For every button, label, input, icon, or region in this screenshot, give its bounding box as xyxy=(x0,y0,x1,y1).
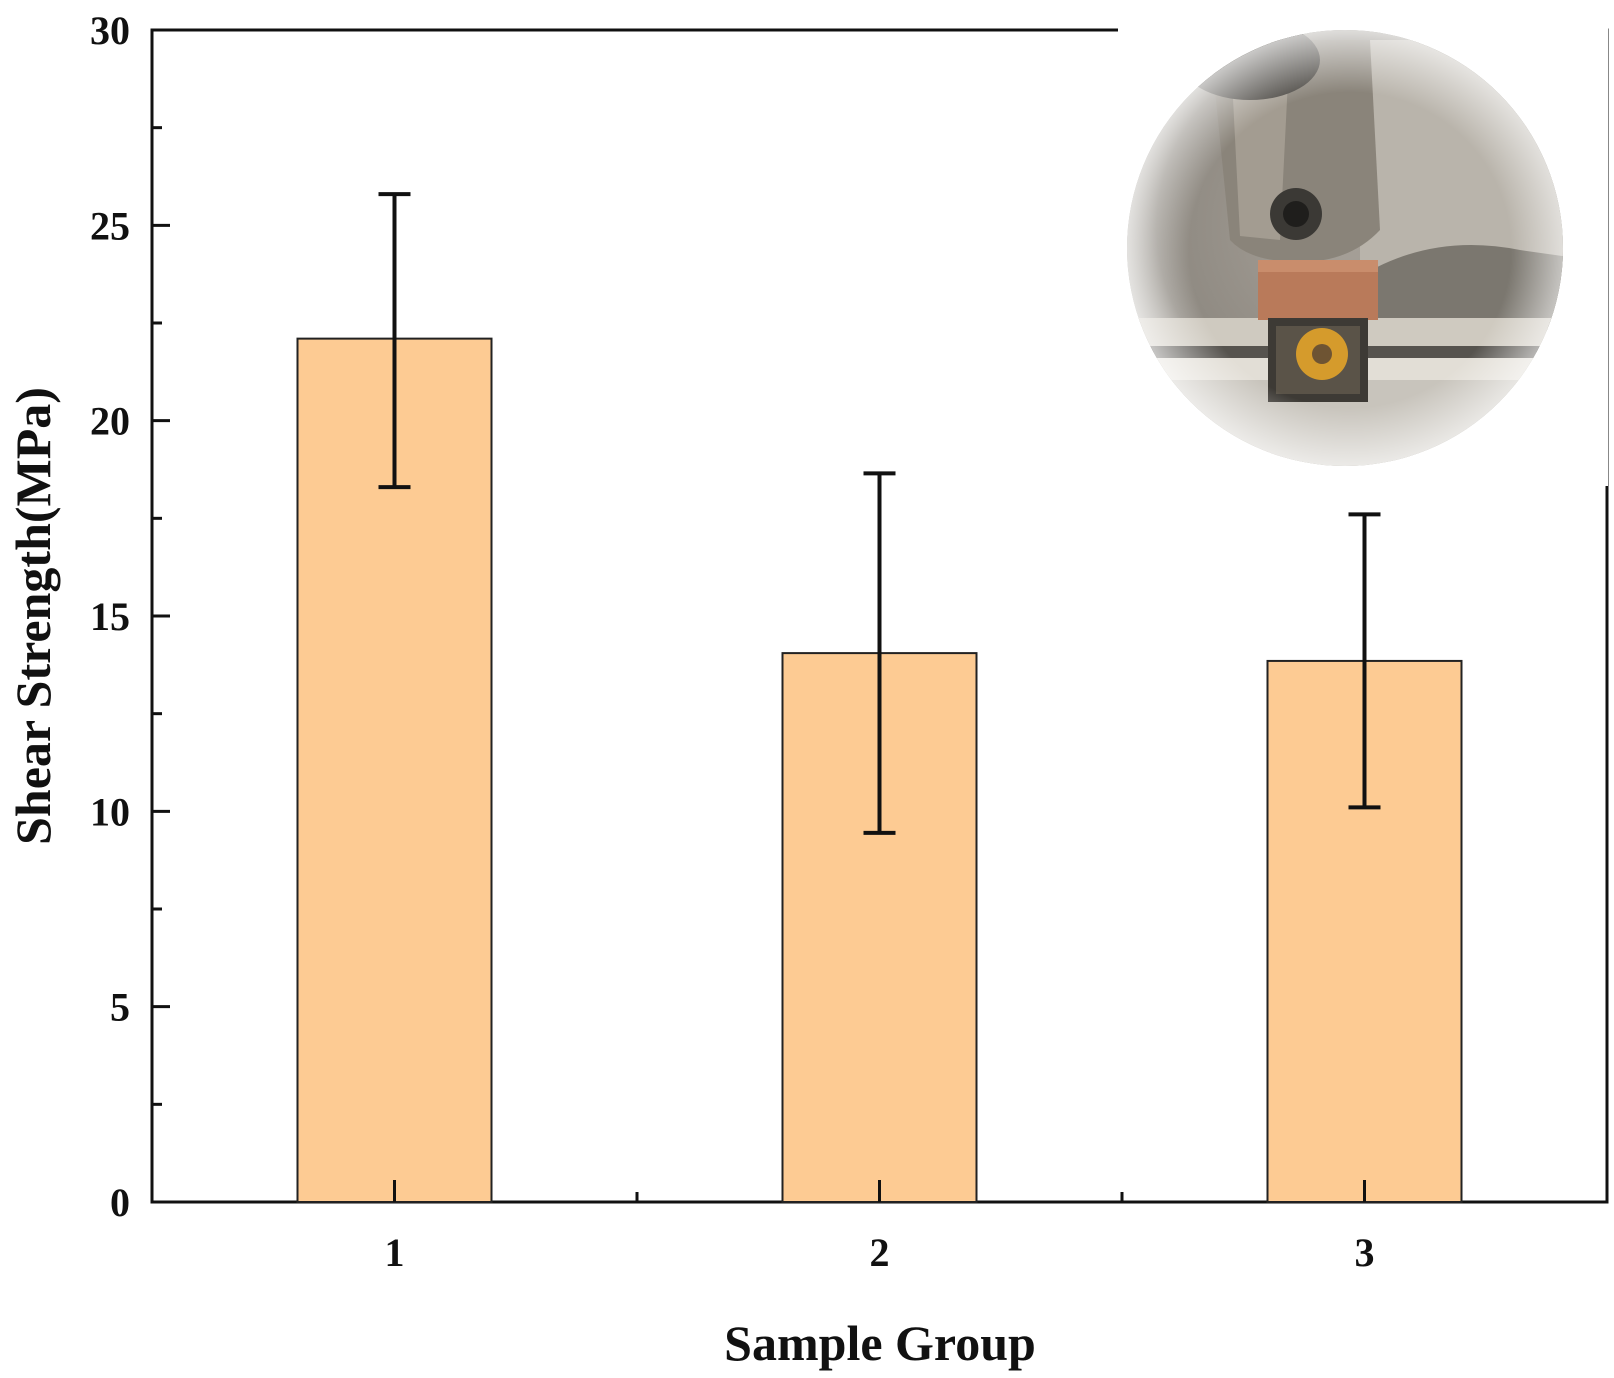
y-axis-ticks: 0 5 10 15 20 25 30 xyxy=(90,8,170,1225)
y-tick-label: 20 xyxy=(90,399,130,444)
y-tick-label: 10 xyxy=(90,789,130,834)
y-axis-title: Shear Strength(MPa) xyxy=(5,387,61,845)
x-axis-title: Sample Group xyxy=(724,1315,1036,1371)
x-axis-ticks: 1 2 3 xyxy=(385,1180,1375,1275)
x-tick-label: 2 xyxy=(870,1230,890,1275)
y-tick-label: 0 xyxy=(110,1180,130,1225)
inset-photo xyxy=(1118,26,1608,486)
y-tick-label: 15 xyxy=(90,594,130,639)
error-bars-layer xyxy=(378,192,1381,835)
y-tick-label: 30 xyxy=(90,8,130,53)
x-tick-label: 3 xyxy=(1355,1230,1375,1275)
y-tick-label: 25 xyxy=(90,203,130,248)
y-tick-label: 5 xyxy=(110,985,130,1030)
x-tick-label: 1 xyxy=(385,1230,405,1275)
